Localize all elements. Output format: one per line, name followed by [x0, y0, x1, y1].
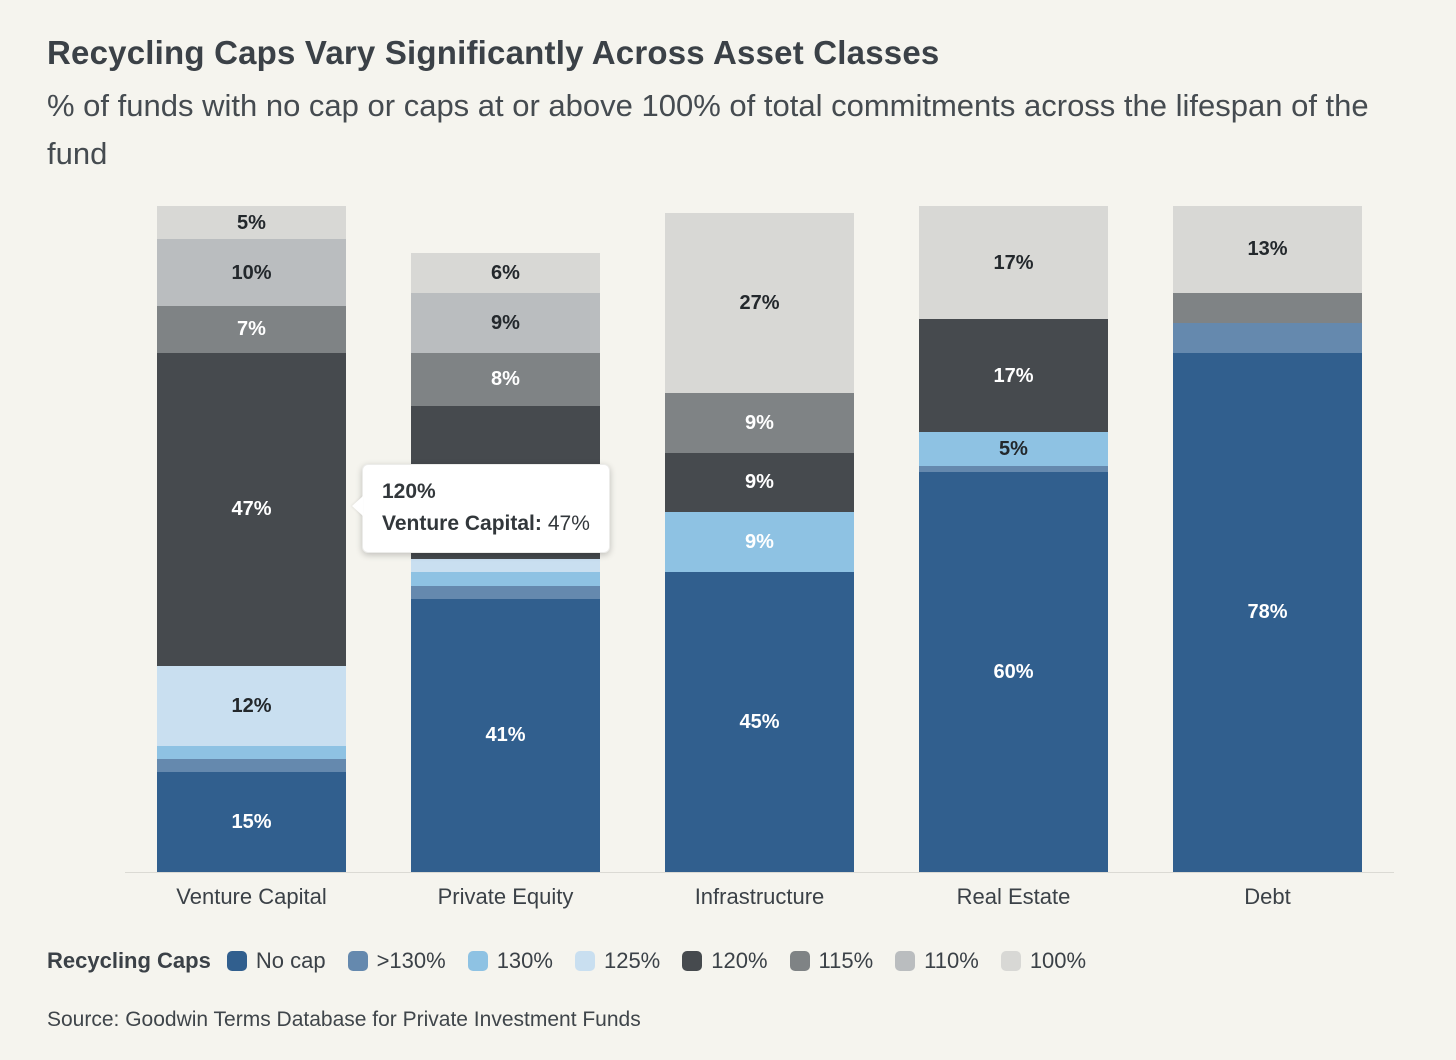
segment-label: 9% — [745, 531, 774, 554]
legend-label: >130% — [376, 948, 446, 973]
tooltip-value: 47% — [547, 512, 590, 535]
bar-segment-real-estate-130[interactable]: 5% — [919, 432, 1108, 466]
segment-label: 17% — [993, 251, 1034, 274]
x-axis: Venture Capital Private Equity Infrastruct… — [125, 884, 1394, 916]
bar-segment-private-equity-110[interactable]: 9% — [411, 292, 600, 353]
legend: Recycling Caps No cap >130% 130% 125% 120% 11… — [47, 948, 1086, 974]
legend-swatch-icon — [682, 951, 703, 971]
bar-segment-real-estate-120[interactable]: 17% — [919, 319, 1108, 433]
chart-title: Recycling Caps Vary Significantly Across… — [47, 34, 940, 71]
legend-item-125[interactable]: 125% — [574, 948, 661, 974]
legend-label: 110% — [924, 948, 979, 973]
legend-item-130[interactable]: 130% — [467, 948, 553, 974]
tooltip-series-label: Venture Capital: — [382, 512, 542, 535]
bar-segment-infrastructure-no-cap[interactable]: 45% — [665, 572, 854, 872]
legend-item-115[interactable]: 115% — [789, 948, 874, 974]
chart-subtitle: % of funds with no cap or caps at or abo… — [47, 88, 1369, 172]
legend-swatch-icon — [895, 951, 916, 971]
bar-segment-private-equity-no-cap[interactable]: 41% — [411, 598, 600, 872]
bar-segment-venture-capital-130[interactable] — [157, 745, 346, 759]
legend-label: 130% — [496, 948, 553, 973]
bar-segment-venture-capital-130[interactable] — [157, 758, 346, 773]
legend-label: 125% — [603, 948, 661, 973]
bar-segment-debt-115[interactable] — [1173, 292, 1362, 323]
legend-label: 100% — [1029, 948, 1087, 973]
segment-label: 45% — [739, 711, 780, 734]
segment-label: 47% — [231, 498, 272, 521]
bar-segment-venture-capital-100[interactable]: 5% — [157, 206, 346, 240]
bar-real-estate: 60% 5% 17% 17% — [919, 206, 1108, 872]
bar-segment-venture-capital-110[interactable]: 10% — [157, 239, 346, 307]
bar-segment-venture-capital-no-cap[interactable]: 15% — [157, 772, 346, 872]
bar-segment-real-estate-no-cap[interactable]: 60% — [919, 472, 1108, 872]
legend-item-130[interactable]: >130% — [347, 948, 446, 974]
bar-segment-private-equity-130[interactable] — [411, 585, 600, 599]
tooltip-title: 120% — [382, 480, 436, 503]
segment-label: 5% — [999, 438, 1028, 461]
bar-segment-infrastructure-120[interactable]: 9% — [665, 452, 854, 513]
bar-debt: 78% 13% — [1173, 205, 1362, 872]
segment-label: 8% — [491, 368, 520, 391]
bar-infrastructure: 45% 9% 9% 9% 27% — [665, 212, 854, 872]
x-axis-label-real-estate: Real Estate — [956, 884, 1071, 909]
segment-label: 60% — [993, 661, 1034, 684]
legend-swatch-icon — [574, 951, 595, 971]
legend-label: No cap — [255, 948, 326, 973]
bar-segment-real-estate-130[interactable] — [919, 465, 1108, 473]
bar-segment-debt-100[interactable]: 13% — [1173, 205, 1362, 293]
segment-label: 9% — [491, 311, 520, 334]
legend-label: 115% — [818, 948, 874, 973]
bar-segment-infrastructure-115[interactable]: 9% — [665, 392, 854, 453]
chart-tooltip: 120% Venture Capital: 47% — [352, 464, 610, 553]
bar-segment-infrastructure-130[interactable]: 9% — [665, 512, 854, 573]
source-note: Source: Goodwin Terms Database for Priva… — [47, 1008, 641, 1031]
segment-label: 12% — [231, 694, 272, 717]
legend-label: 120% — [711, 948, 768, 973]
legend-swatch-icon — [789, 951, 810, 971]
segment-label: 15% — [231, 811, 272, 834]
bar-segment-venture-capital-125[interactable]: 12% — [157, 665, 346, 746]
segment-label: 78% — [1247, 601, 1288, 624]
x-axis-label-infrastructure: Infrastructure — [694, 884, 825, 909]
bar-segment-infrastructure-100[interactable]: 27% — [665, 212, 854, 393]
legend-swatch-icon — [467, 951, 488, 971]
bar-segment-debt-no-cap[interactable]: 78% — [1173, 352, 1362, 872]
x-axis-label-venture-capital: Venture Capital — [176, 884, 327, 909]
bar-segment-private-equity-100[interactable]: 6% — [411, 252, 600, 293]
bar-venture-capital: 15% 12% 47% 7% 10% 5% — [157, 206, 346, 872]
legend-swatch-icon — [1000, 951, 1021, 971]
segment-label: 41% — [485, 724, 526, 747]
x-axis-label-private-equity: Private Equity — [437, 884, 574, 909]
legend-item-110[interactable]: 110% — [895, 948, 979, 974]
segment-label: 9% — [745, 471, 774, 494]
segment-label: 10% — [231, 261, 272, 284]
segment-label: 5% — [237, 211, 266, 234]
tooltip-arrow-icon — [352, 496, 363, 516]
segment-label: 13% — [1247, 238, 1288, 261]
legend-swatch-icon — [347, 951, 368, 971]
tooltip-body: Venture Capital: 47% — [382, 512, 590, 536]
bar-segment-debt-130[interactable] — [1173, 322, 1362, 353]
segment-label: 17% — [993, 364, 1034, 387]
legend-title: Recycling Caps — [47, 948, 211, 973]
segment-label: 27% — [739, 291, 780, 314]
x-axis-label-debt: Debt — [1244, 884, 1291, 909]
legend-item-no-cap[interactable]: No cap — [226, 948, 326, 974]
bar-private-equity: 41%23%8%9%6% — [411, 252, 600, 872]
bar-segment-private-equity-130[interactable] — [411, 572, 600, 586]
bar-segment-venture-capital-115[interactable]: 7% — [157, 306, 346, 353]
legend-swatch-icon — [226, 951, 247, 971]
bar-segment-private-equity-115[interactable]: 8% — [411, 352, 600, 406]
legend-item-100[interactable]: 100% — [1000, 948, 1087, 974]
segment-label: 9% — [745, 411, 774, 434]
legend-item-120[interactable]: 120% — [682, 948, 768, 974]
bar-segment-venture-capital-120[interactable]: 47% — [157, 352, 346, 666]
segment-label: 6% — [491, 261, 520, 284]
plot-area: 120% Venture Capital: 47% 15% 12% 47% 7% 10% 5… — [125, 205, 1394, 873]
bar-segment-private-equity-125[interactable] — [411, 559, 600, 573]
segment-label: 7% — [237, 318, 266, 341]
bar-segment-real-estate-100[interactable]: 17% — [919, 206, 1108, 320]
